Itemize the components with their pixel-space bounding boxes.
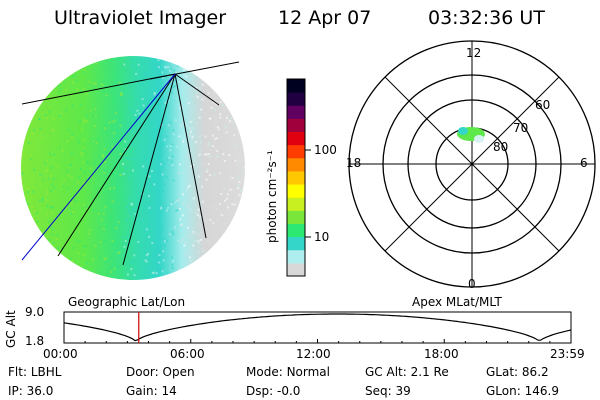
- colorbar-cell: [287, 105, 305, 119]
- geographic-grid-lines: [21, 61, 240, 266]
- colorbar-cell: [287, 249, 305, 264]
- date-label: 12 Apr 07: [278, 7, 372, 29]
- time-label: 03:32:36 UT: [428, 7, 545, 29]
- mlt-label-18: 18: [346, 156, 362, 170]
- colorbar: [286, 78, 311, 277]
- timeline-x-tick-0: 00:00: [43, 347, 78, 361]
- colorbar-cell: [287, 184, 305, 198]
- timeline-x-tick-2: 12:00: [296, 347, 331, 361]
- timeline-x-tick-3: 18:00: [424, 347, 459, 361]
- colorbar-cell: [287, 223, 305, 238]
- colorbar-unit-label: photon cm⁻²s⁻¹: [265, 150, 279, 243]
- polar-plot: [348, 40, 596, 288]
- timeline-x-tick-4: 23:59: [550, 347, 585, 361]
- timeline-y-tick-min: 1.8: [25, 334, 45, 348]
- colorbar-tick-100: 100: [314, 143, 337, 157]
- timeline-left-title: Geographic Lat/Lon: [68, 295, 186, 309]
- colorbar-cell: [287, 131, 305, 146]
- colorbar-cell: [287, 157, 305, 172]
- colorbar-cell: [287, 197, 305, 211]
- timeline-y-tick-max: 9.0: [25, 305, 45, 319]
- terminator-line: [21, 73, 176, 261]
- colorbar-cell: [287, 170, 305, 185]
- altitude-timeline: [63, 311, 572, 344]
- status-gc-alt: GC Alt: 2.1 Re: [365, 365, 449, 379]
- mlat-label-80: 80: [493, 140, 509, 154]
- colorbar-cell: [287, 79, 305, 93]
- auroral-oval-blob: [457, 127, 485, 143]
- status-glat: GLat: 86.2: [486, 365, 549, 379]
- status-gain: Gain: 14: [126, 384, 177, 398]
- colorbar-cell: [287, 118, 305, 133]
- status-flt: Flt: LBHL: [8, 365, 62, 379]
- mlat-label-70: 70: [513, 121, 529, 135]
- status-ip: IP: 36.0: [8, 384, 54, 398]
- mlt-label-0: 0: [468, 277, 476, 291]
- mlat-label-60: 60: [535, 98, 551, 112]
- colorbar-tick-10: 10: [314, 230, 330, 244]
- timeline-y-label: GC Alt: [4, 310, 18, 348]
- mlt-label-6: 6: [580, 156, 588, 170]
- colorbar-cell: [287, 262, 305, 277]
- auroral-image-disk: [21, 56, 245, 280]
- timeline-x-tick-1: 06:00: [170, 347, 205, 361]
- colorbar-cell: [287, 92, 305, 106]
- colorbar-cell: [287, 236, 305, 251]
- colorbar-cell: [287, 210, 305, 224]
- instrument-title: Ultraviolet Imager: [54, 7, 227, 29]
- colorbar-cell: [287, 144, 305, 159]
- status-seq: Seq: 39: [365, 384, 411, 398]
- mlt-label-12: 12: [466, 46, 482, 60]
- status-mode: Mode: Normal: [246, 365, 330, 379]
- status-door: Door: Open: [126, 365, 195, 379]
- status-glon: GLon: 146.9: [486, 384, 559, 398]
- status-dsp: Dsp: -0.0: [246, 384, 301, 398]
- timeline-right-title: Apex MLat/MLT: [412, 295, 502, 309]
